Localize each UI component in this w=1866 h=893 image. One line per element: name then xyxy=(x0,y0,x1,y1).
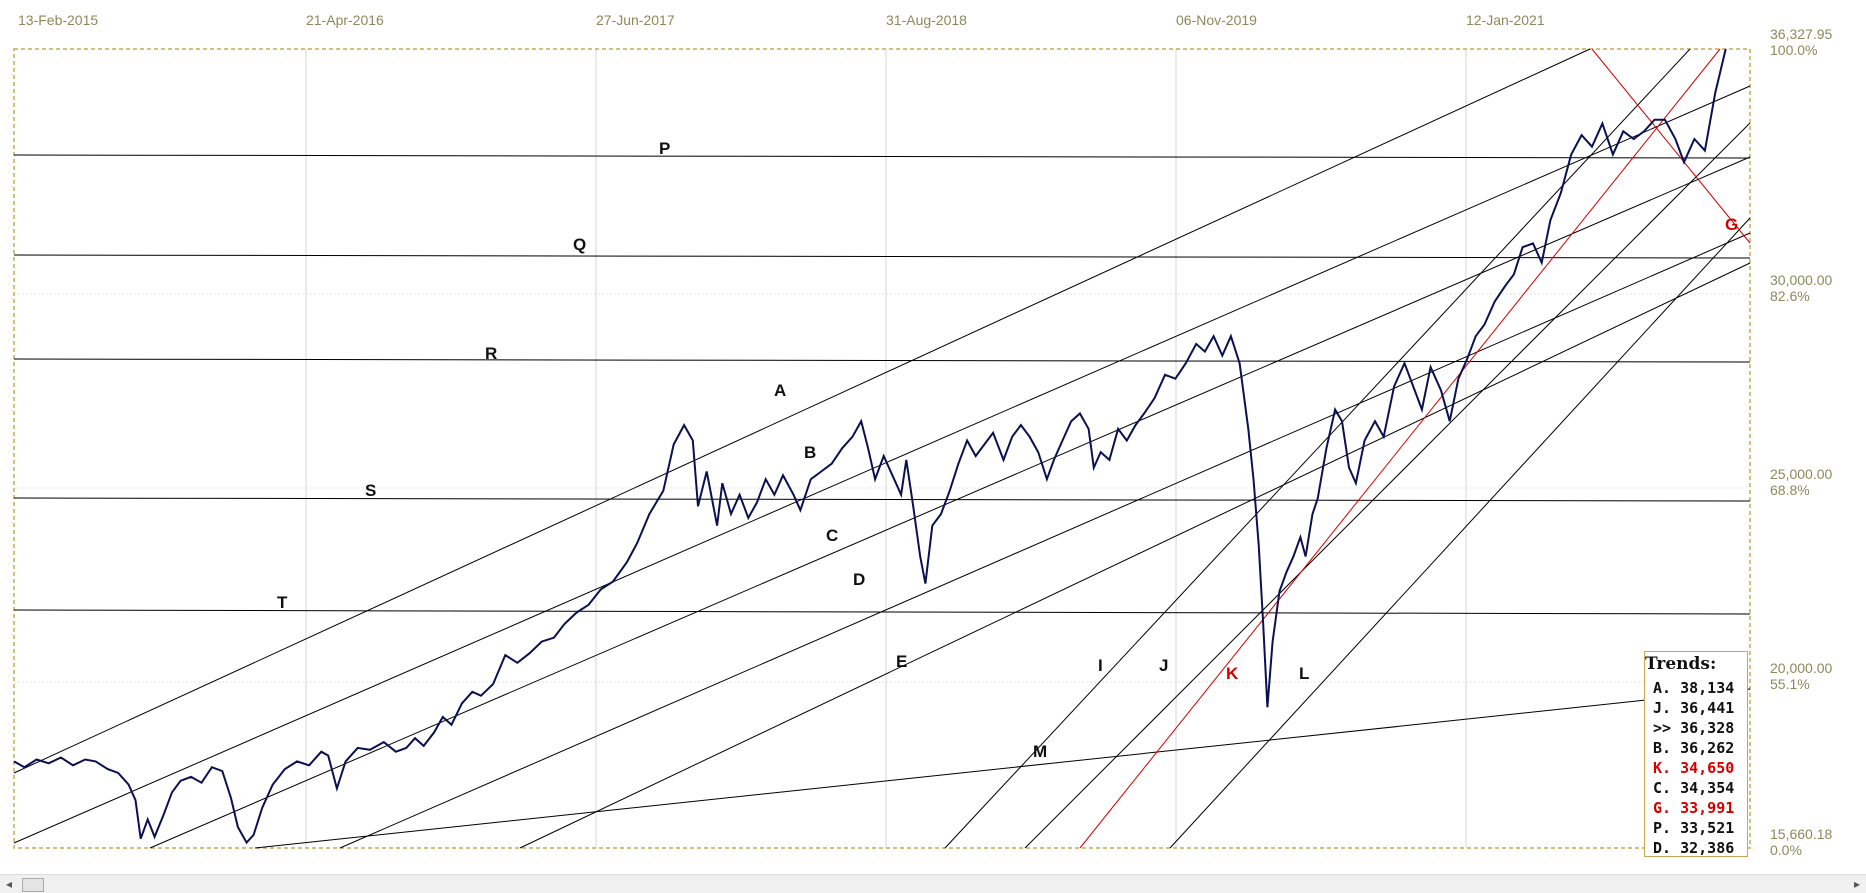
trend-label-i: I xyxy=(1098,656,1103,675)
trend-row: J. 36,441 xyxy=(1653,699,1735,717)
trend-label-p: P xyxy=(659,139,670,158)
trend-line xyxy=(254,688,1751,849)
trend-row: K. 34,650 xyxy=(1653,759,1735,777)
y-tick-percent: 100.0% xyxy=(1770,42,1817,58)
scrollbar-thumb[interactable] xyxy=(22,878,44,892)
y-tick-label: 30,000.00 xyxy=(1770,272,1832,288)
x-tick-label: 13-Feb-2015 xyxy=(18,12,98,28)
trend-line xyxy=(149,156,1751,849)
plot-border xyxy=(13,48,1751,849)
trend-row: G. 33,991 xyxy=(1653,799,1735,817)
trend-line-labels: A B C D E G I J K L M P Q R S T xyxy=(277,139,1738,761)
y-tick-label: 15,660.18 xyxy=(1770,826,1832,842)
trend-line xyxy=(13,48,1591,774)
trend-line xyxy=(13,154,1751,159)
trend-label-t: T xyxy=(277,593,288,612)
horizontal-scrollbar[interactable]: ◂ ▸ xyxy=(0,874,1866,893)
trend-line xyxy=(1169,217,1751,849)
trends-legend: Trends: A. 38,134 J. 36,441 >> 36,328 B.… xyxy=(1644,651,1748,857)
trend-line xyxy=(13,358,1751,363)
x-tick-label: 06-Nov-2019 xyxy=(1176,12,1257,28)
trend-label-l: L xyxy=(1299,664,1309,683)
trend-label-m: M xyxy=(1033,742,1047,761)
x-tick-label: 21-Apr-2016 xyxy=(306,12,384,28)
trend-line xyxy=(1079,48,1721,849)
price-chart: 13-Feb-2015 21-Apr-2016 27-Jun-2017 31-Aug-… xyxy=(13,12,1832,858)
trends-title: Trends: xyxy=(1645,654,1717,674)
trend-row: D. 32,386 xyxy=(1653,839,1735,857)
y-tick-label: 25,000.00 xyxy=(1770,466,1832,482)
y-tick-percent: 0.0% xyxy=(1770,842,1802,858)
trend-line xyxy=(1024,122,1751,849)
trend-label-a: A xyxy=(774,381,786,400)
trend-line xyxy=(13,85,1751,844)
trend-label-k: K xyxy=(1226,664,1239,683)
trend-label-g: G xyxy=(1725,215,1738,234)
trend-line xyxy=(519,262,1751,849)
y-tick-label: 36,327.95 xyxy=(1770,26,1832,42)
x-tick-label: 12-Jan-2021 xyxy=(1466,12,1545,28)
trend-label-d: D xyxy=(853,570,865,589)
trend-label-e: E xyxy=(896,652,907,671)
x-tick-label: 27-Jun-2017 xyxy=(596,12,675,28)
trend-label-b: B xyxy=(804,443,816,462)
trend-label-s: S xyxy=(365,481,376,500)
trend-label-j: J xyxy=(1159,656,1168,675)
y-tick-label: 20,000.00 xyxy=(1770,660,1832,676)
trend-row: P. 33,521 xyxy=(1653,819,1735,837)
y-tick-percent: 82.6% xyxy=(1770,288,1810,304)
x-axis-dates: 13-Feb-2015 21-Apr-2016 27-Jun-2017 31-Aug-… xyxy=(18,12,1545,28)
trend-line xyxy=(13,254,1751,259)
trend-row: B. 36,262 xyxy=(1653,739,1735,757)
price-line xyxy=(13,48,1727,845)
trend-label-q: Q xyxy=(573,235,586,254)
trend-line xyxy=(944,48,1691,849)
trend-line xyxy=(1591,48,1751,244)
scroll-right-arrow-icon[interactable]: ▸ xyxy=(1853,877,1861,891)
grid xyxy=(14,49,1750,848)
trend-line xyxy=(13,497,1751,502)
trend-row: A. 38,134 xyxy=(1653,679,1735,697)
trend-row: >> 36,328 xyxy=(1653,719,1735,737)
trend-line xyxy=(339,232,1751,849)
scroll-left-arrow-icon[interactable]: ◂ xyxy=(5,877,13,891)
trend-label-c: C xyxy=(826,526,838,545)
trend-label-r: R xyxy=(485,344,497,363)
y-tick-percent: 68.8% xyxy=(1770,482,1810,498)
trend-lines xyxy=(13,48,1751,849)
x-tick-label: 31-Aug-2018 xyxy=(886,12,967,28)
y-tick-percent: 55.1% xyxy=(1770,676,1810,692)
trend-row: C. 34,354 xyxy=(1653,779,1735,797)
